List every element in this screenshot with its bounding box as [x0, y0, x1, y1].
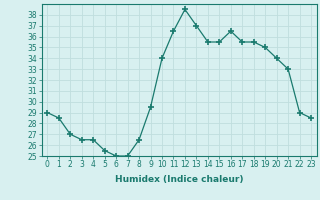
X-axis label: Humidex (Indice chaleur): Humidex (Indice chaleur) [115, 175, 244, 184]
